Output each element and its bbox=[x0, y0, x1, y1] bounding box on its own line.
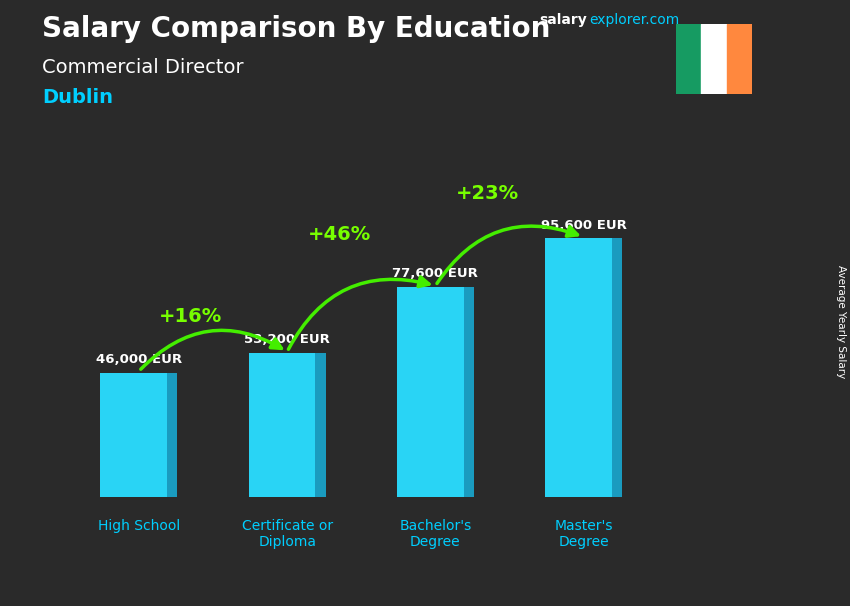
Text: +23%: +23% bbox=[456, 184, 518, 203]
Text: salary: salary bbox=[540, 13, 587, 27]
FancyBboxPatch shape bbox=[397, 287, 463, 497]
Text: Salary Comparison By Education: Salary Comparison By Education bbox=[42, 15, 551, 43]
Bar bbox=[727, 24, 752, 94]
Text: Dublin: Dublin bbox=[42, 88, 114, 107]
FancyArrowPatch shape bbox=[288, 277, 429, 349]
Text: 53,200 EUR: 53,200 EUR bbox=[244, 333, 330, 346]
Text: Average Yearly Salary: Average Yearly Salary bbox=[836, 265, 846, 378]
Polygon shape bbox=[167, 373, 178, 497]
FancyArrowPatch shape bbox=[141, 330, 281, 369]
FancyBboxPatch shape bbox=[248, 353, 315, 497]
Bar bbox=[676, 24, 701, 94]
FancyBboxPatch shape bbox=[545, 238, 612, 497]
Text: +46%: +46% bbox=[308, 225, 371, 244]
FancyArrowPatch shape bbox=[437, 226, 577, 284]
Text: Certificate or
Diploma: Certificate or Diploma bbox=[241, 519, 332, 549]
Text: Bachelor's
Degree: Bachelor's Degree bbox=[400, 519, 472, 549]
Polygon shape bbox=[315, 353, 326, 497]
Text: 95,600 EUR: 95,600 EUR bbox=[541, 219, 626, 231]
Text: 46,000 EUR: 46,000 EUR bbox=[96, 353, 182, 366]
Text: 77,600 EUR: 77,600 EUR bbox=[393, 267, 479, 281]
Text: explorer.com: explorer.com bbox=[589, 13, 679, 27]
Polygon shape bbox=[612, 238, 622, 497]
Text: +16%: +16% bbox=[159, 307, 223, 326]
Bar bbox=[701, 24, 727, 94]
FancyBboxPatch shape bbox=[100, 373, 167, 497]
Text: High School: High School bbox=[98, 519, 180, 533]
Text: Master's
Degree: Master's Degree bbox=[554, 519, 613, 549]
Text: Commercial Director: Commercial Director bbox=[42, 58, 244, 76]
Polygon shape bbox=[463, 287, 474, 497]
